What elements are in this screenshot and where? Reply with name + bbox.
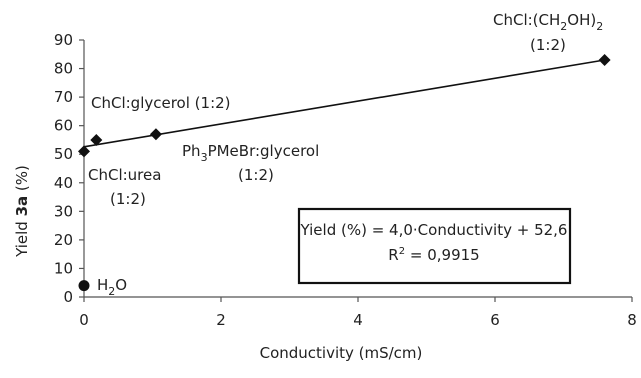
r-squared-value: = 0,9915 <box>405 246 480 264</box>
equation-box: Yield (%) = 4,0·Conductivity + 52,6 R2 =… <box>297 207 572 285</box>
r-squared-line: R2 = 0,9915 <box>388 246 479 264</box>
y-axis-title-part: (%) <box>13 165 31 196</box>
x-tick-label: 2 <box>216 311 226 329</box>
point-annotations: ChCl:urea (1:2) ChCl:glycerol (1:2) Ph3P… <box>88 11 603 298</box>
point-label-choline-urea-ratio: (1:2) <box>110 190 146 208</box>
r-squared-exponent: 2 <box>399 246 405 257</box>
x-axis-title: Conductivity (mS/cm) <box>260 344 423 362</box>
text-part: O <box>115 276 127 294</box>
r-squared-r: R <box>388 246 398 264</box>
y-tick-label: 60 <box>54 117 73 135</box>
point-label-phosphonium-glycerol: Ph3PMeBr:glycerol <box>182 142 319 164</box>
x-tick-label: 6 <box>490 311 500 329</box>
subscript: 3 <box>201 151 208 164</box>
x-tick-labels: 0 2 4 6 8 <box>79 297 637 329</box>
data-point-circle <box>78 280 90 292</box>
point-label-choline-ethylene-glycol: ChCl:(CH2OH)2 <box>493 11 603 33</box>
y-tick-label: 30 <box>54 202 73 220</box>
y-tick-label: 40 <box>54 174 73 192</box>
data-point-diamond <box>598 53 611 66</box>
subscript: 2 <box>108 285 115 298</box>
y-axis-title-part: Yield <box>13 216 31 257</box>
data-point-diamond <box>90 133 103 146</box>
y-tick-label: 70 <box>54 88 73 106</box>
subscript: 2 <box>596 20 603 33</box>
trendline <box>83 59 605 148</box>
y-tick-label: 50 <box>54 145 73 163</box>
y-tick-label: 10 <box>54 259 73 277</box>
y-tick-labels: 0 10 20 30 40 50 60 70 80 90 <box>54 31 84 306</box>
point-label-phosphonium-glycerol-ratio: (1:2) <box>238 166 274 184</box>
point-label-choline-glycerol: ChCl:glycerol (1:2) <box>91 94 231 112</box>
y-tick-label: 90 <box>54 31 73 49</box>
y-tick-label: 80 <box>54 60 73 78</box>
y-axis-title-bold: 3a <box>13 196 31 217</box>
x-tick-label: 0 <box>79 311 89 329</box>
y-tick-label: 20 <box>54 231 73 249</box>
data-point-diamond <box>149 128 162 141</box>
point-label-choline-urea: ChCl:urea <box>88 166 161 184</box>
text-part: PMeBr:glycerol <box>208 142 320 160</box>
data-points <box>78 53 611 292</box>
y-axis-title: Yield 3a (%) <box>13 165 31 258</box>
subscript: 2 <box>560 20 567 33</box>
x-tick-label: 8 <box>627 311 637 329</box>
point-label-water: H2O <box>97 276 127 298</box>
text-part: OH) <box>567 11 596 29</box>
equation-line: Yield (%) = 4,0·Conductivity + 52,6 <box>300 221 568 239</box>
equation-box-frame <box>297 207 572 285</box>
y-tick-label: 0 <box>63 288 73 306</box>
x-tick-label: 4 <box>353 311 363 329</box>
data-point-diamond <box>78 145 90 158</box>
point-label-choline-ethylene-glycol-ratio: (1:2) <box>530 36 566 54</box>
